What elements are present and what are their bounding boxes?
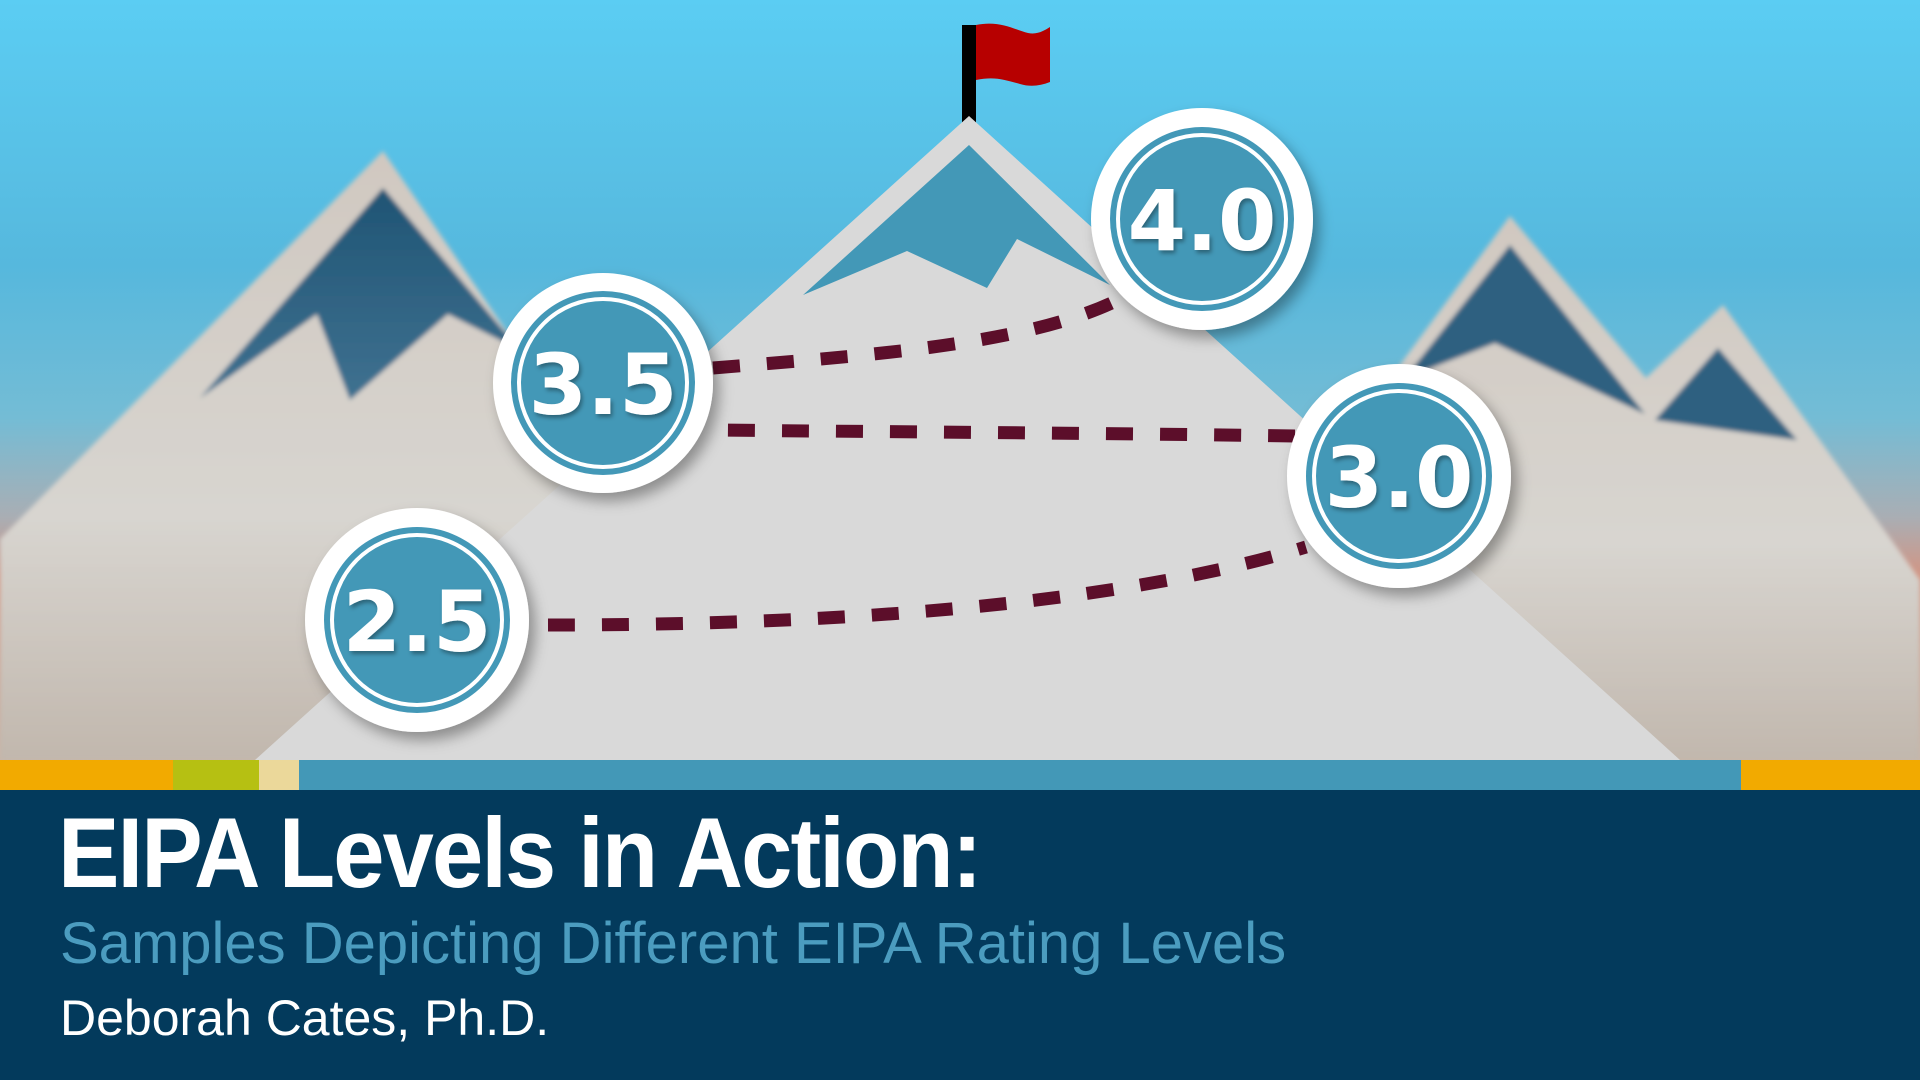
- level-label: 3.5: [529, 336, 678, 434]
- author-name: Deborah Cates, Ph.D.: [60, 990, 550, 1046]
- title-banner: [0, 790, 1920, 1080]
- level-badge-3.5[interactable]: 3.5: [493, 273, 713, 493]
- stripe-cream: [259, 760, 299, 790]
- level-paths: [547, 292, 1308, 632]
- main-mountain-snowcap: [803, 145, 1110, 295]
- path-3.5-to-4.0: [712, 292, 1125, 375]
- right-mountain-snowcap-2: [1655, 348, 1797, 440]
- page-subtitle: Samples Depicting Different EIPA Rating …: [60, 911, 1287, 976]
- level-label: 3.0: [1325, 429, 1474, 527]
- path-2.5-to-3.0: [547, 540, 1308, 632]
- stripe-blue: [299, 760, 1741, 790]
- level-label: 4.0: [1128, 172, 1277, 270]
- level-badge-2.5[interactable]: 2.5: [305, 508, 529, 732]
- stripe-orange-left: [0, 760, 173, 790]
- mountain-illustration: 2.5 3.0 3.5 4.0: [0, 0, 1920, 760]
- stripe-orange-right: [1741, 760, 1920, 790]
- level-badge-4.0[interactable]: 4.0: [1091, 108, 1313, 330]
- flag-banner: [976, 23, 1050, 86]
- flag-pole: [962, 25, 976, 123]
- page-title: EIPA Levels in Action:: [58, 797, 982, 908]
- left-mountain-snowcap: [200, 188, 520, 400]
- right-mountain-snowcap-1: [1405, 245, 1645, 414]
- level-badge-3.0[interactable]: 3.0: [1287, 364, 1511, 588]
- flag-icon: [962, 23, 1050, 123]
- path-3.0-to-3.5: [712, 423, 1296, 443]
- level-label: 2.5: [343, 573, 492, 671]
- stripe-green: [173, 760, 259, 790]
